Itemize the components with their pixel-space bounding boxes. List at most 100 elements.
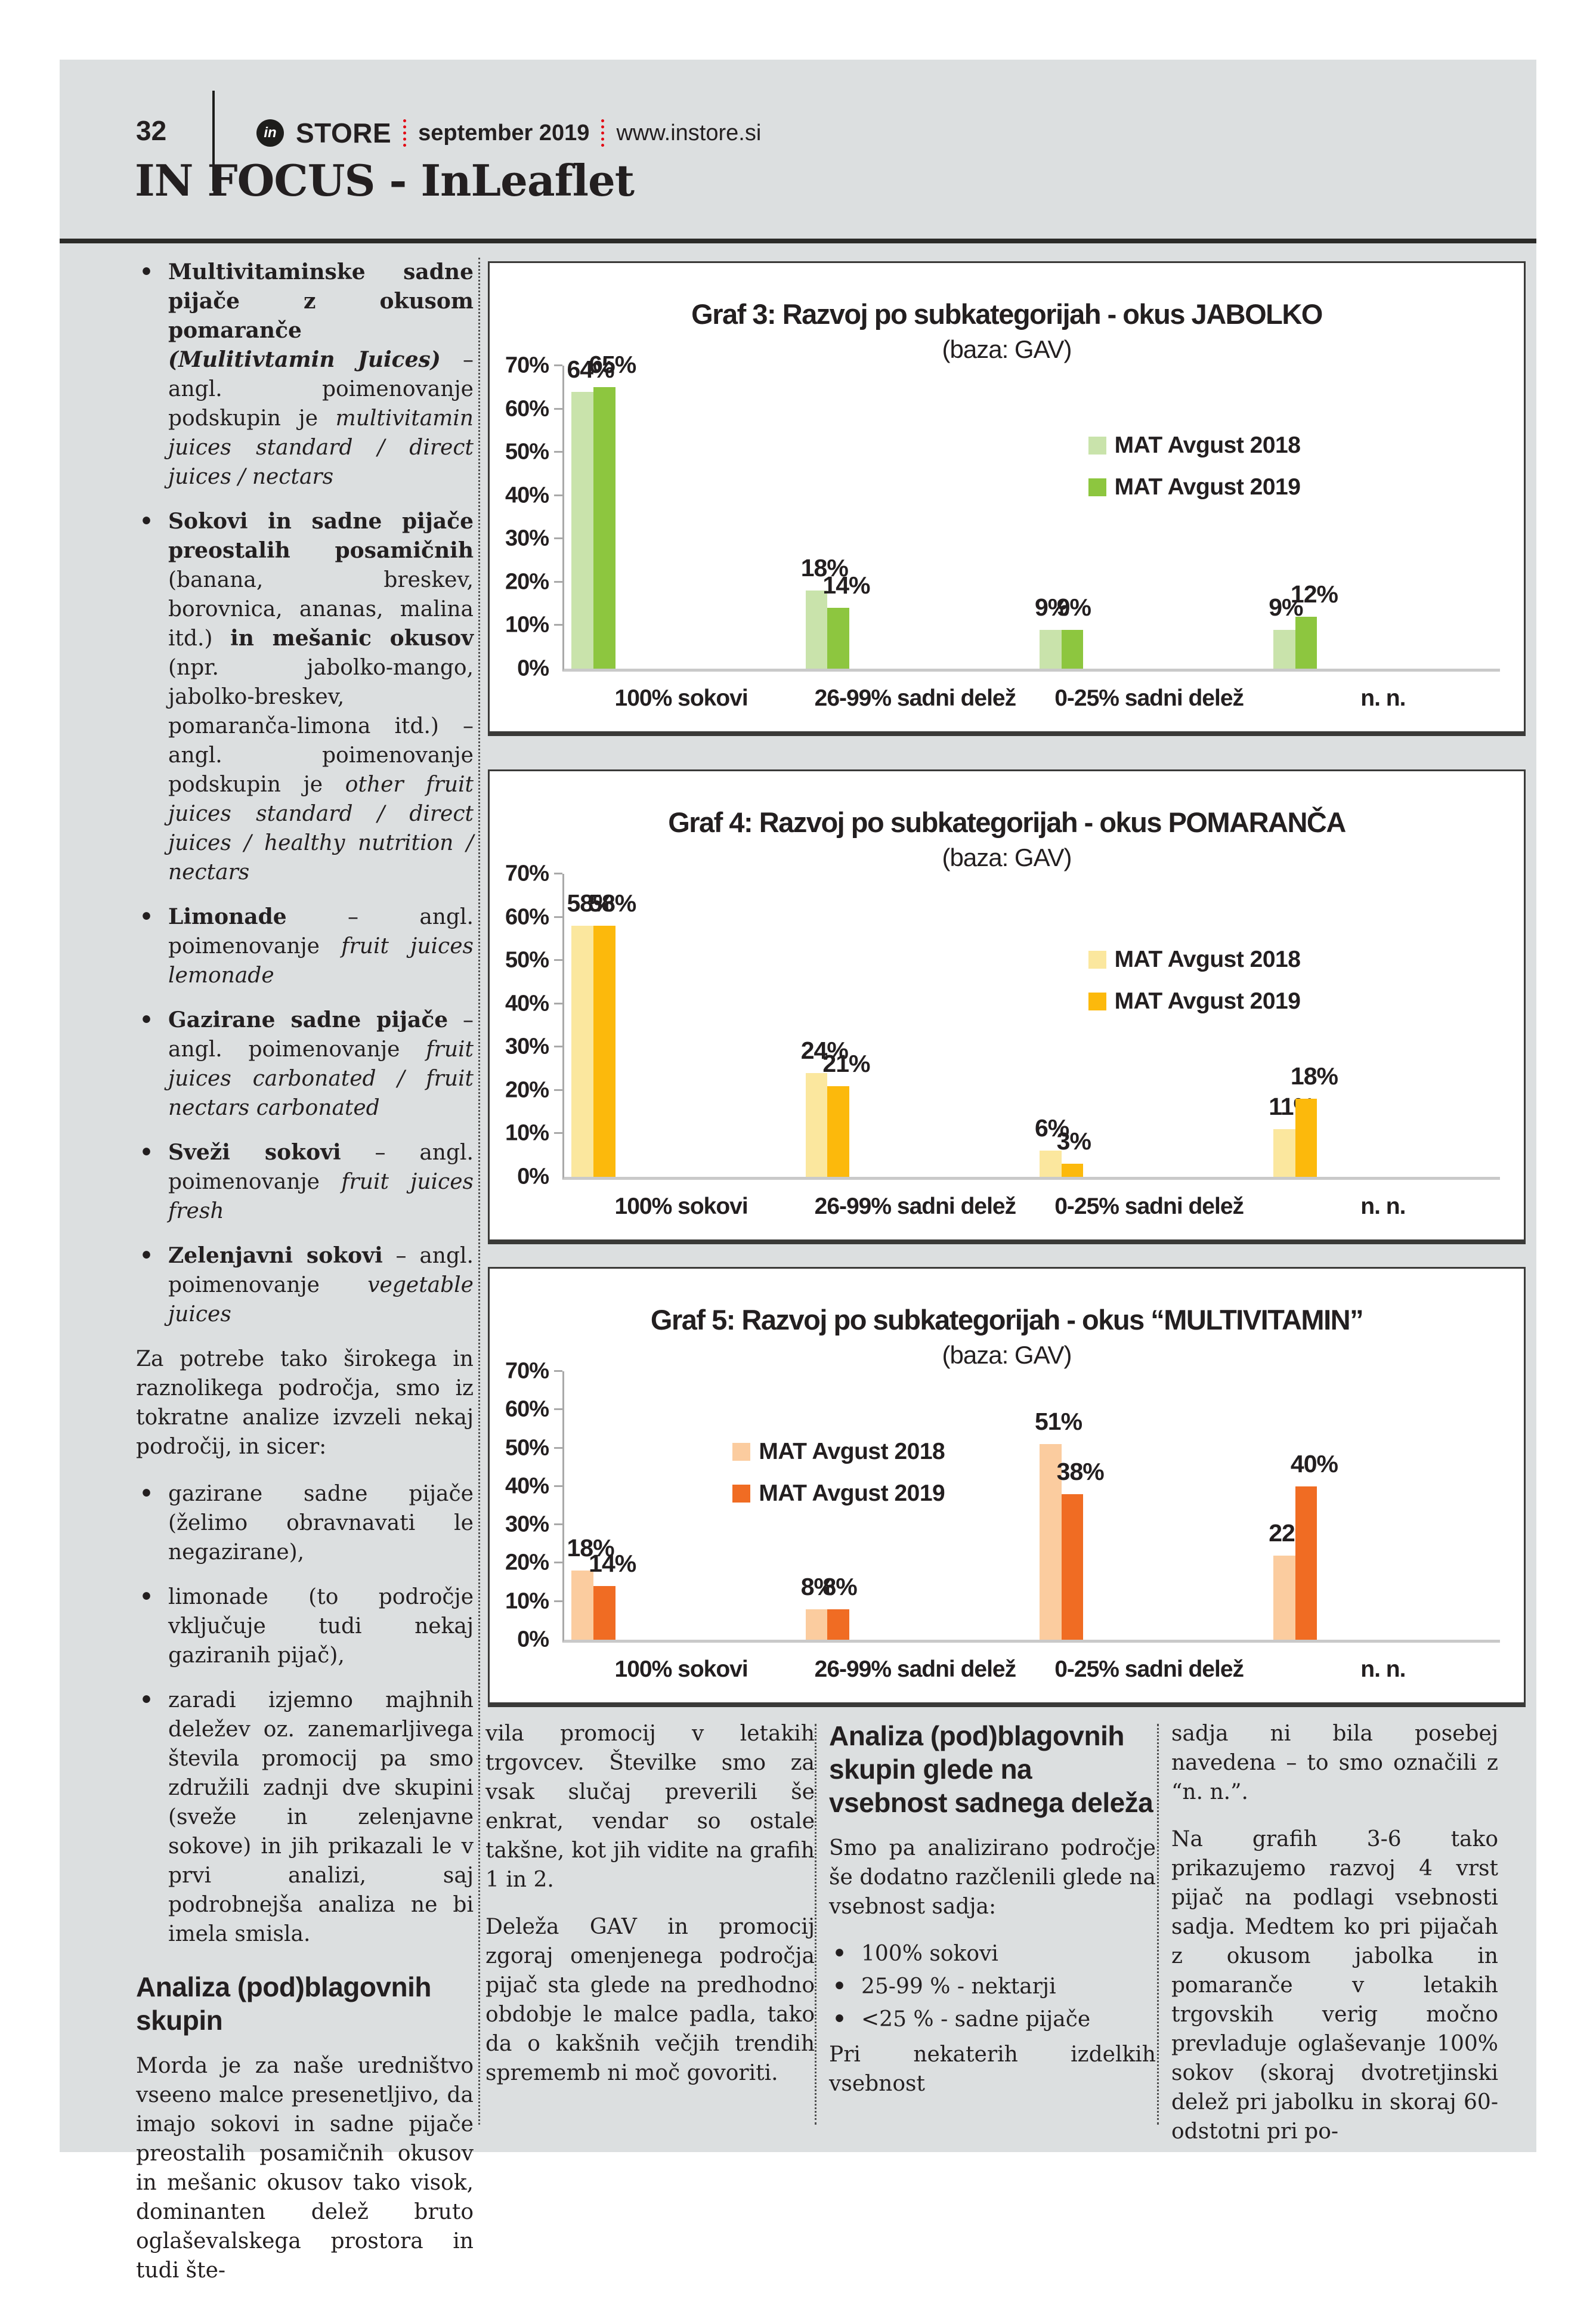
instore-logo-icon: in — [256, 119, 284, 147]
y-axis-tick-mark — [554, 537, 562, 540]
bottom-column-2: Analiza (pod)blagovnih skupin glede na v… — [829, 1719, 1156, 2116]
y-axis-tick-label: 50% — [505, 1435, 549, 1461]
x-axis-category-label: 0-25% sadni delež — [1054, 685, 1244, 711]
paragraph: sadja ni bila posebej navedena – to smo … — [1171, 1721, 1498, 1804]
paragraph: Smo pa analizirano področje še dodatno r… — [829, 1836, 1156, 1919]
chart-legend: MAT Avgust 2018 MAT Avgust 2019 — [1088, 432, 1301, 500]
column-separator — [815, 1724, 816, 2125]
website-url: www.instore.si — [616, 120, 762, 146]
bar-group: 18% 14% — [798, 366, 1032, 669]
chart-legend: MAT Avgust 2018 MAT Avgust 2019 — [732, 1439, 945, 1507]
x-axis-category-label: 26-99% sadni delež — [814, 685, 1017, 711]
definitions-list: • Multivitaminske sadne pijače z okusom p… — [136, 258, 474, 1329]
legend-color-chip — [732, 1484, 751, 1503]
x-axis-category-label: 100% sokovi — [614, 1656, 748, 1682]
bar — [593, 926, 615, 1177]
y-axis-tick-label: 0% — [517, 656, 549, 681]
legend-color-chip — [1088, 992, 1106, 1010]
column-separator — [1157, 1724, 1159, 2125]
bar-group: 24% 21% — [798, 874, 1032, 1177]
y-axis-tick-mark — [554, 494, 562, 496]
y-axis-tick-mark — [554, 1408, 562, 1411]
bar-group: 18% 14% — [564, 1371, 798, 1640]
x-axis-category-label: 100% sokovi — [614, 1194, 748, 1219]
bar — [805, 1609, 828, 1640]
y-axis-tick-mark — [554, 407, 562, 410]
chart-plot-wrap: 0% 10% 20% 30% 40% 50% 60% 70% 100% sokovi 26-99%… — [505, 861, 1500, 1219]
y-axis-tick-mark — [554, 451, 562, 453]
paragraph: Na grafih 3-6 tako prikazujemo razvoj 4 … — [1171, 1827, 1498, 2144]
chart-graf-3: Graf 3: Razvoj po subkategorijah - okus … — [488, 261, 1526, 736]
y-axis-tick-label: 40% — [505, 1473, 549, 1499]
definition-text: Gazirane sadne pijače – angl. poimenovan… — [168, 1007, 474, 1120]
y-axis-tick-label: 30% — [505, 1034, 549, 1059]
header-divider — [212, 91, 215, 191]
column-separator — [478, 258, 480, 2125]
y-axis-tick-mark — [554, 1446, 562, 1449]
page-background: 32 in STORE september 2019 www.instore.s… — [60, 60, 1536, 2283]
list-item: • Limonade – angl. poimenovanje fruit jui… — [136, 902, 474, 990]
bar — [827, 1086, 849, 1177]
bar-value-label: 3% — [1056, 1127, 1091, 1155]
bar-group: 58% 58% — [564, 874, 798, 1177]
bar-value-label: 8% — [822, 1572, 857, 1600]
title-rule — [60, 239, 1536, 243]
y-axis-tick-mark — [554, 1485, 562, 1487]
bar — [1273, 1555, 1295, 1640]
y-axis-tick-label: 70% — [505, 1358, 549, 1384]
y-axis-tick-label: 70% — [505, 353, 549, 378]
bar — [1295, 1099, 1317, 1177]
y-axis-tick-label: 10% — [505, 612, 549, 638]
bar — [571, 1571, 594, 1640]
bullet-marker: • — [140, 509, 154, 534]
bar — [571, 926, 594, 1177]
bullet-marker: • — [140, 1007, 154, 1033]
y-axis-tick-mark — [554, 959, 562, 962]
chart-plot-area: 0% 10% 20% 30% 40% 50% 60% 70% 100% sokovi 26-99%… — [505, 861, 1500, 1219]
share-text: <25 % - sadne pijače — [861, 2007, 1091, 2032]
bar — [1295, 616, 1317, 669]
bar-group: 64% 65% — [564, 351, 798, 669]
bar-value-label: 14% — [589, 1550, 636, 1577]
list-item: • Zelenjavni sokovi – angl. poimenovanje … — [136, 1241, 474, 1329]
paragraph: Deleža GAV in promocij zgoraj omenjenega… — [485, 1915, 815, 2085]
y-axis-tick-label: 0% — [517, 1627, 549, 1652]
chart-plot-wrap: 0% 10% 20% 30% 40% 50% 60% 70% 100% sokovi 26-99%… — [505, 1359, 1500, 1682]
bar — [1039, 629, 1062, 669]
x-axis-labels: 100% sokovi 26-99% sadni delež 0-25% sadni… — [564, 685, 1500, 712]
bar — [827, 608, 849, 669]
chart-graf-4: Graf 4: Razvoj po subkategorijah - okus … — [488, 769, 1526, 1244]
fruit-share-list: • 100% sokovi • 25-99 % - nektarji • <25 % … — [829, 1939, 1156, 2034]
bar — [1273, 629, 1295, 669]
chart-subtitle: (baza: GAV) — [942, 335, 1072, 363]
y-axis-tick-label: 30% — [505, 525, 549, 551]
legend-item: MAT Avgust 2019 — [1088, 988, 1301, 1015]
y-axis-tick-label: 10% — [505, 1120, 549, 1146]
exclusion-text: zaradi izjemno majhnih deležev oz. zanem… — [168, 1688, 474, 1946]
list-item: • <25 % - sadne pijače — [829, 2005, 1156, 2034]
chart-subtitle: (baza: GAV) — [942, 1341, 1072, 1369]
y-axis-tick-label: 40% — [505, 991, 549, 1016]
red-dotted-separator-icon — [403, 119, 407, 147]
bullet-marker: • — [833, 2007, 847, 2032]
x-axis-labels: 100% sokovi 26-99% sadni delež 0-25% sadni… — [564, 1656, 1500, 1683]
bar-value-label: 9% — [1056, 593, 1091, 621]
legend-item: MAT Avgust 2018 — [1088, 432, 1301, 459]
bar — [593, 387, 615, 669]
legend-color-chip — [1088, 478, 1106, 496]
list-item: • Sveži sokovi – angl. poimenovanje fruit… — [136, 1138, 474, 1226]
bar — [1295, 1486, 1317, 1640]
issue-date: september 2019 — [418, 120, 590, 146]
legend-label: MAT Avgust 2018 — [1114, 432, 1301, 458]
list-item: • limonade (to področje vključuje tudi ne… — [136, 1582, 474, 1670]
left-column: • Multivitaminske sadne pijače z okusom p… — [136, 258, 474, 2303]
y-axis-tick-mark — [554, 1046, 562, 1048]
chart-legend: MAT Avgust 2018 MAT Avgust 2019 — [1088, 947, 1301, 1015]
share-text: 25-99 % - nektarji — [861, 1974, 1056, 1999]
y-axis-tick-mark — [554, 1370, 562, 1372]
bullet-marker: • — [140, 1584, 154, 1609]
bar — [1273, 1129, 1295, 1177]
chart-plot-area: 0% 10% 20% 30% 40% 50% 60% 70% 100% sokovi 26-99%… — [505, 1359, 1500, 1682]
y-axis-tick-label: 70% — [505, 861, 549, 886]
subsection-heading: Analiza (pod)blagovnih skupin glede na v… — [829, 1720, 1153, 1818]
